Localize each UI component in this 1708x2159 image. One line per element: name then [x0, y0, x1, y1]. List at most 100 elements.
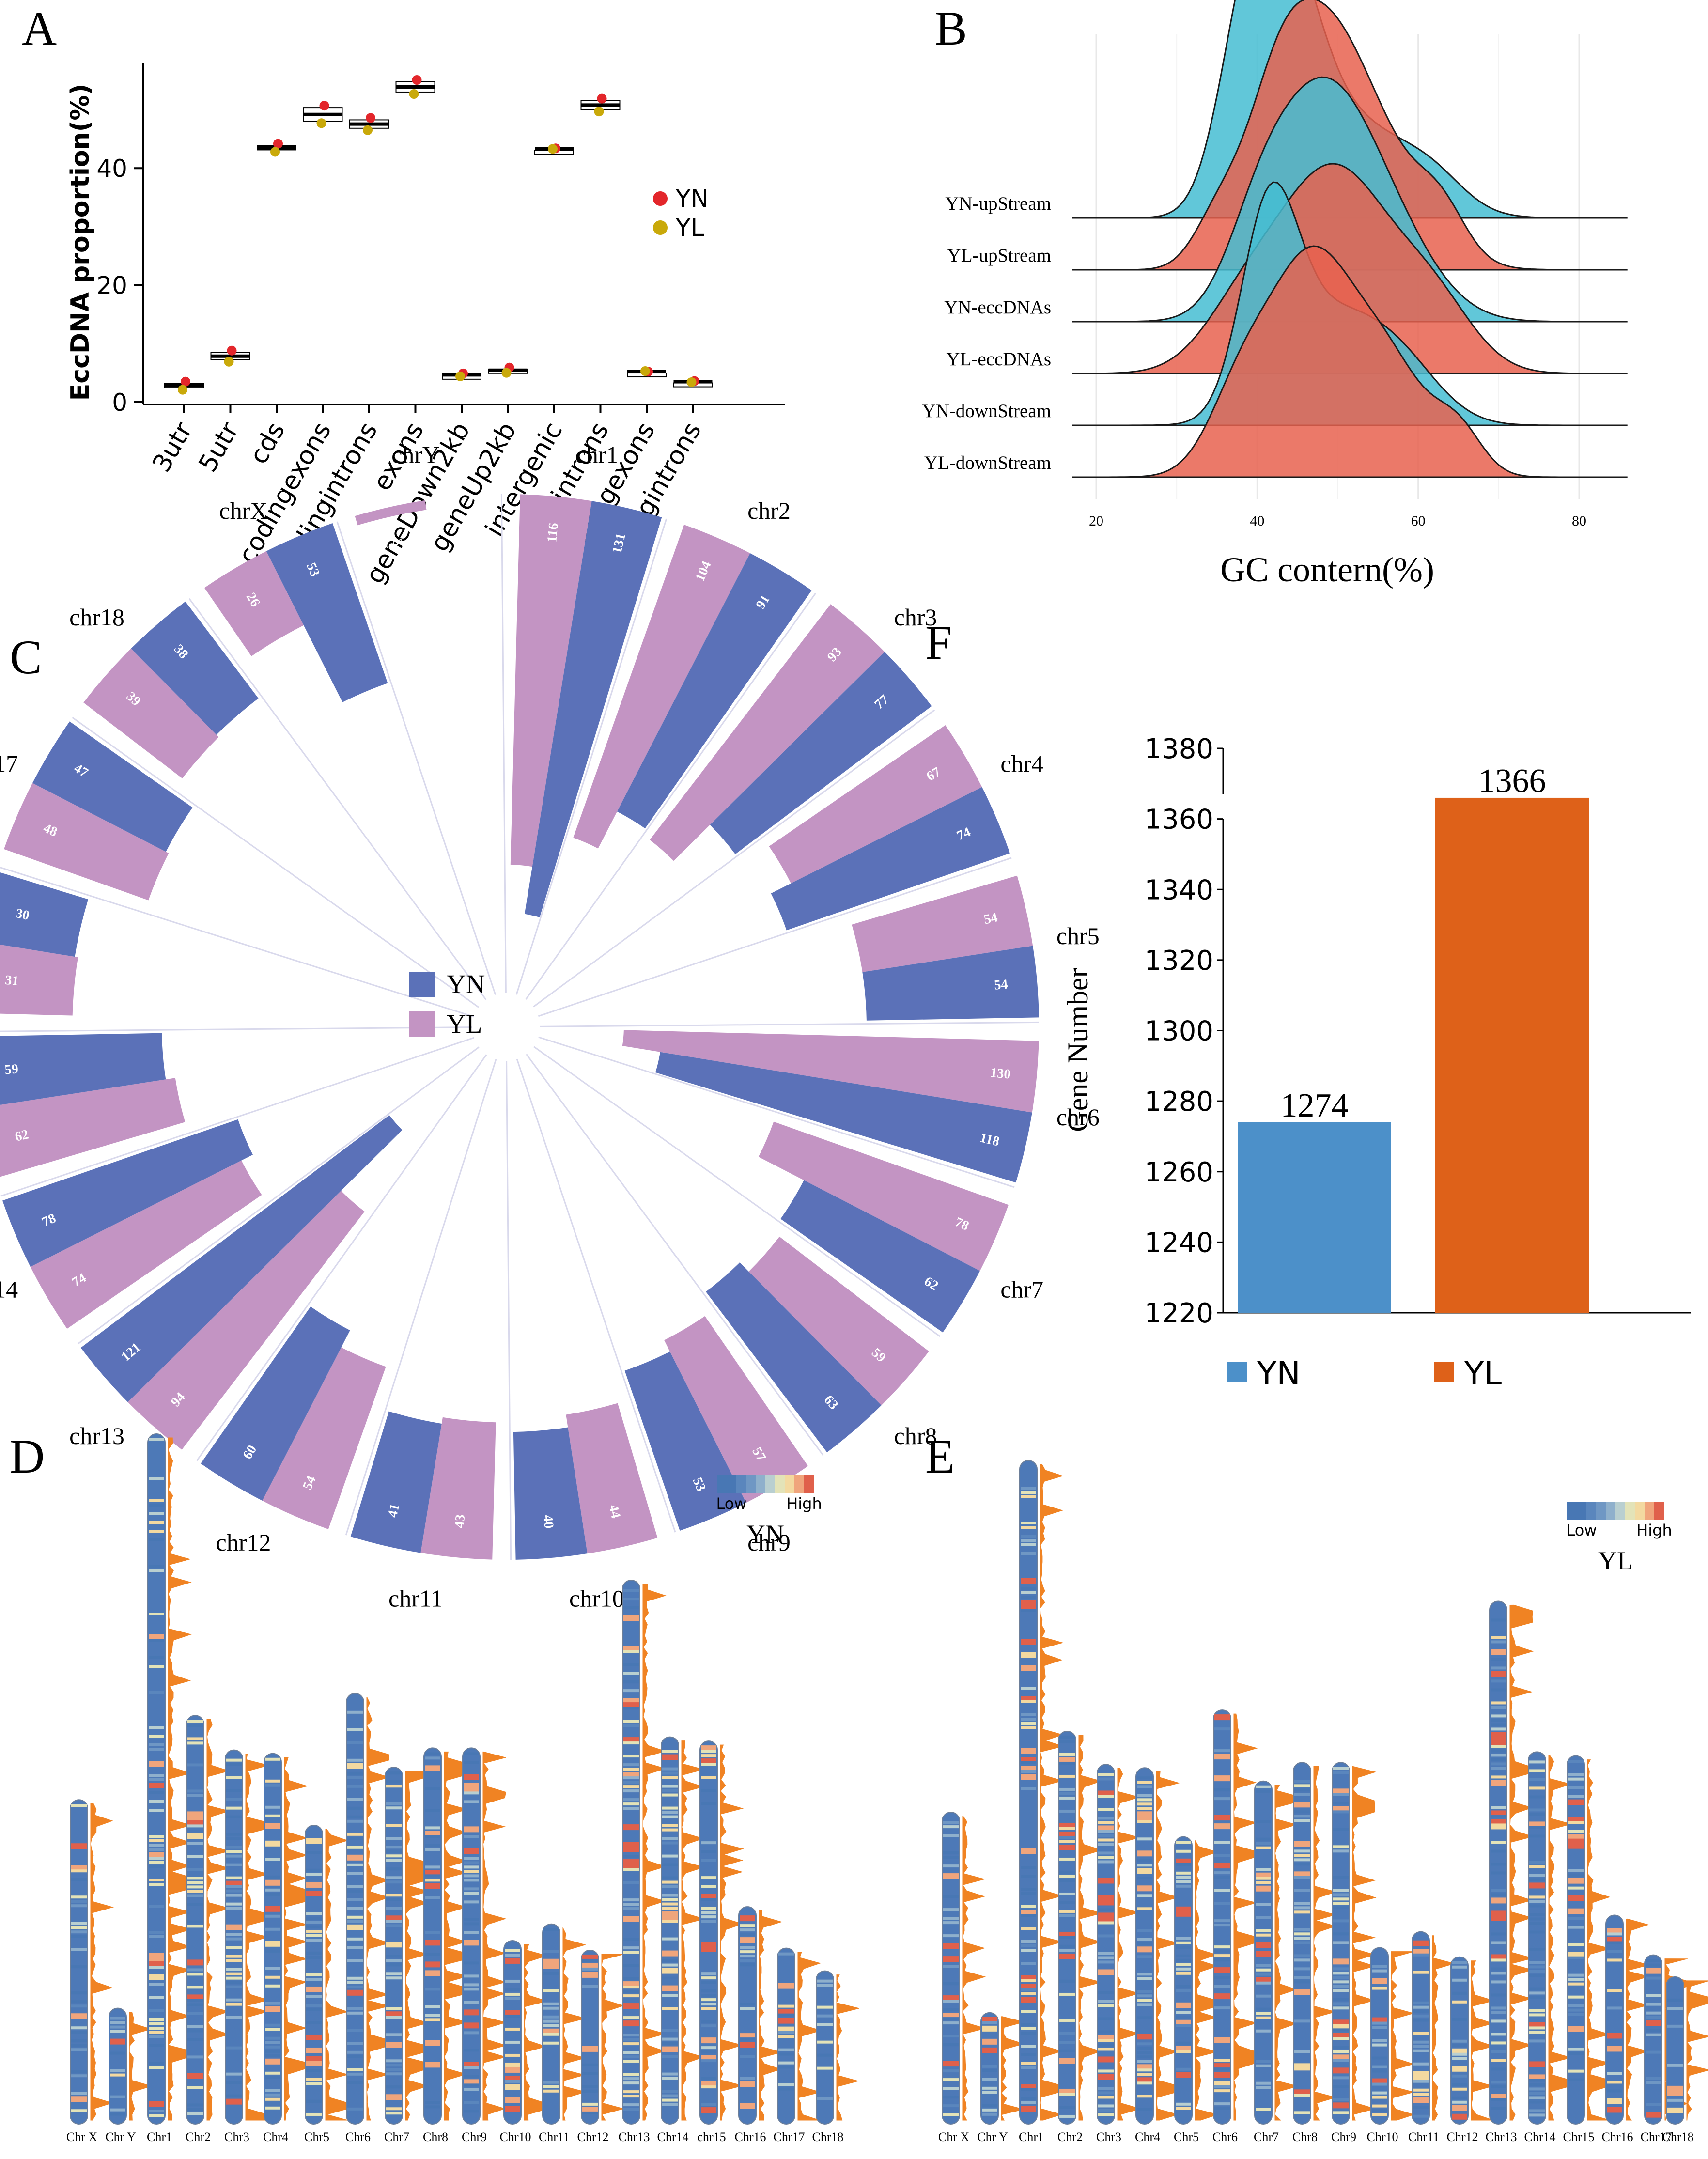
bar-value-label: 30	[14, 906, 31, 924]
density-stripe	[386, 2064, 402, 2067]
density-stripe	[347, 2081, 363, 2084]
density-stripe	[1294, 2067, 1310, 2071]
density-stripe	[187, 1741, 203, 1745]
density-stripe	[1059, 1875, 1075, 1878]
density-stripe	[1333, 2037, 1349, 2040]
density-stripe	[505, 1949, 520, 1952]
density-stripe	[1529, 2113, 1545, 2117]
bar-yn-chr17	[32, 721, 193, 852]
density-stripe	[1452, 2074, 1467, 2078]
density-stripe	[662, 1811, 678, 1814]
density-stripe	[386, 2007, 402, 2010]
sector-divider	[0, 1037, 475, 1197]
density-stripe	[306, 1934, 322, 1937]
density-stripe	[1413, 2032, 1429, 2035]
density-stripe	[1098, 1851, 1114, 1855]
chromosome-body	[1644, 1954, 1662, 2125]
density-stripe	[662, 1750, 678, 1753]
density-stripe	[701, 1981, 716, 1984]
density-stripe	[1059, 2032, 1075, 2035]
density-stripe	[1256, 1820, 1271, 1823]
density-stripe	[623, 2077, 639, 2081]
density-stripe	[187, 1885, 203, 1889]
density-stripe	[1607, 1941, 1622, 1944]
sector-divider	[533, 1046, 941, 1337]
density-stripe	[1294, 1876, 1310, 1879]
sector-divider	[540, 1021, 1039, 1027]
orange-density-profile	[1587, 1759, 1612, 2121]
density-stripe	[1256, 1903, 1271, 1906]
density-stripe	[386, 2042, 402, 2048]
bar-yl-chr1	[510, 494, 592, 867]
density-stripe	[347, 1863, 363, 1866]
density-stripe	[543, 2024, 559, 2027]
density-stripe	[662, 2046, 678, 2052]
density-stripe	[1294, 2050, 1310, 2053]
bar-yn-chr3	[710, 652, 932, 854]
density-stripe	[662, 1754, 678, 1760]
density-stripe	[701, 1841, 716, 1845]
orange-density-profile	[1686, 1980, 1708, 2121]
density-stripe	[582, 2063, 598, 2066]
density-stripe	[347, 1915, 363, 1919]
density-stripe	[306, 1925, 322, 1928]
density-stripe	[1176, 1863, 1191, 1866]
density-stripe	[1137, 2003, 1152, 2006]
bar-value-label: 40	[540, 1514, 556, 1529]
density-stripe	[505, 2066, 520, 2073]
density-stripe	[982, 2021, 997, 2024]
density-stripe	[1256, 1929, 1271, 1932]
density-stripe	[817, 2023, 833, 2026]
density-stripe	[1214, 1749, 1230, 1753]
density-stripe	[1529, 1930, 1545, 1934]
density-stripe	[740, 2037, 755, 2041]
density-stripe	[1529, 1861, 1545, 1864]
density-stripe	[1529, 2061, 1545, 2067]
density-stripe	[982, 2069, 997, 2072]
density-stripe	[543, 1963, 559, 1969]
density-stripe	[505, 1988, 520, 1991]
density-stripe	[306, 2008, 322, 2011]
chromosome-label: Chr14	[1524, 2130, 1556, 2144]
panel-letter-a: A	[22, 1, 57, 55]
bar-yn-chr16	[0, 872, 89, 957]
density-stripe	[1452, 1965, 1467, 1969]
density-stripe	[1256, 1789, 1271, 1793]
density-stripe	[425, 1940, 440, 1946]
legend-yl-label: YL	[447, 1009, 482, 1039]
density-stripe	[226, 2098, 242, 2105]
density-stripe	[425, 1953, 440, 1956]
density-stripe	[701, 1907, 716, 1910]
density-stripe	[1137, 1946, 1152, 1953]
density-stripe	[1607, 2107, 1622, 2113]
density-stripe	[1098, 1899, 1114, 1906]
orange-density-profile	[1078, 1735, 1103, 2121]
density-stripe	[1294, 1967, 1310, 1971]
orange-density-profile	[366, 1697, 391, 2121]
density-stripe	[1452, 2018, 1467, 2021]
legend-gradient-cell	[794, 1475, 805, 1493]
density-stripe	[226, 1889, 242, 1893]
density-stripe	[582, 1967, 598, 1971]
chromosome-body	[1174, 1836, 1193, 2125]
density-stripe	[1491, 1719, 1506, 1722]
legend-high-label: High	[1636, 1521, 1672, 1539]
density-stripe	[1491, 2033, 1506, 2036]
density-stripe	[425, 1809, 440, 1812]
density-stripe	[1491, 1688, 1506, 1692]
density-stripe	[1529, 1795, 1545, 1799]
legend-gradient-cell	[804, 1475, 814, 1493]
density-stripe	[1214, 2067, 1230, 2071]
density-stripe	[623, 1807, 639, 1810]
density-stripe	[226, 1846, 242, 1849]
density-stripe	[1333, 1980, 1349, 1984]
chromosome-label: Chr X	[66, 2130, 98, 2144]
bar-value-label: 54	[982, 910, 999, 927]
density-stripe	[187, 2055, 203, 2059]
bar-yl	[1435, 797, 1589, 1313]
bar-yl-chr12	[262, 1347, 386, 1529]
density-stripe	[1529, 2079, 1545, 2082]
density-stripe	[386, 1854, 402, 1858]
density-stripe	[623, 1903, 639, 1906]
density-stripe	[1214, 1950, 1230, 1953]
